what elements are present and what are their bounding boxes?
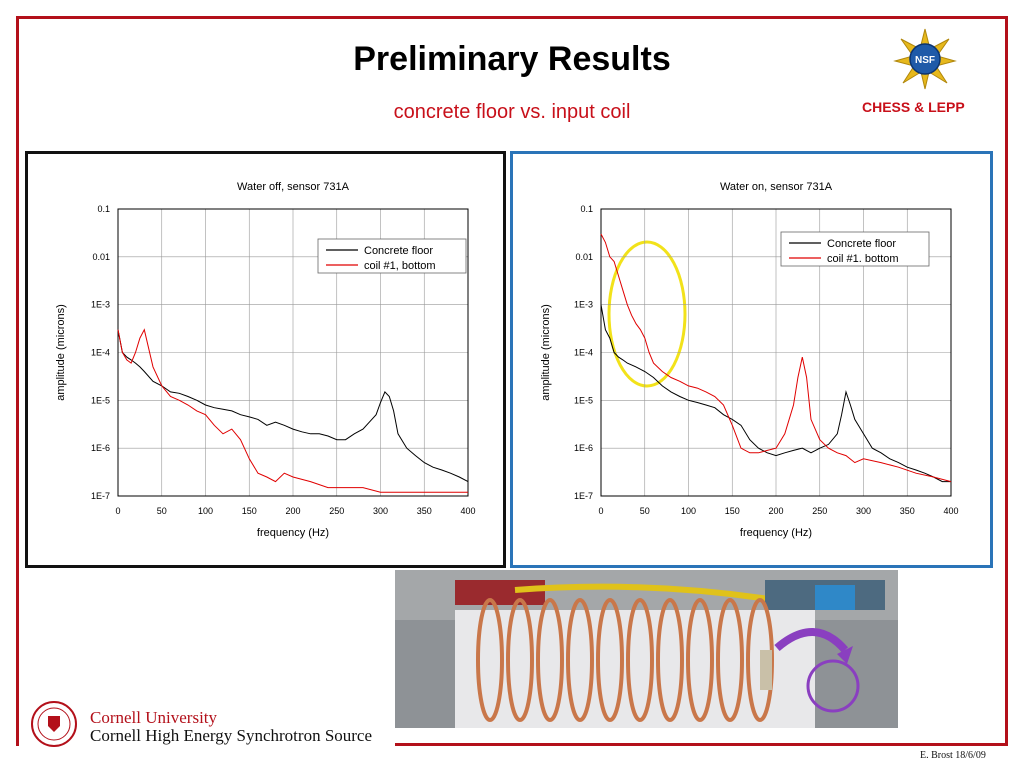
x-tick-label: 0 (598, 506, 603, 516)
slide-frame-bottom (395, 743, 1008, 746)
series-line-concrete-floor (600, 304, 951, 483)
series-line-concrete-floor (117, 329, 469, 483)
y-tick-label: 1E-5 (574, 395, 593, 405)
x-axis-label: frequency (Hz) (740, 527, 812, 539)
arrow-icon (774, 628, 849, 653)
y-tick-label: 1E-6 (574, 443, 593, 453)
nsf-logo: NSF (893, 27, 957, 91)
cornell-seal-icon (24, 700, 84, 748)
x-tick-label: 150 (725, 506, 740, 516)
slide-frame-left (16, 16, 19, 746)
highlight-ring-icon (806, 659, 860, 713)
y-tick-label: 1E-6 (91, 443, 110, 453)
slide-frame-right (1005, 16, 1008, 746)
plot-frame (600, 208, 952, 497)
x-tick-label: 350 (417, 506, 432, 516)
legend-label: coil #1, bottom (364, 260, 436, 272)
source-name: Cornell High Energy Synchrotron Source (90, 726, 373, 745)
y-tick-label: 1E-7 (91, 491, 110, 501)
x-tick-label: 50 (157, 506, 167, 516)
series-line-coil (117, 328, 468, 493)
x-tick-label: 50 (640, 506, 650, 516)
legend-box (317, 238, 467, 274)
chart-title: Water on, sensor 731A (720, 181, 833, 193)
x-tick-label: 250 (329, 506, 344, 516)
chart-panel-water-off: Water off, sensor 731A 0 50 100 150 200 250 300… (25, 151, 506, 568)
plot-frame (117, 208, 469, 497)
x-tick-label: 400 (943, 506, 958, 516)
legend-label: coil #1. bottom (827, 253, 899, 265)
org-label: CHESS & LEPP (862, 99, 965, 115)
slide-frame-top (16, 16, 1008, 19)
y-tick-label: 1E-4 (91, 348, 110, 358)
x-tick-label: 300 (373, 506, 388, 516)
credit-text: E. Brost 18/6/09 (920, 750, 986, 761)
chart-water-off: Water off, sensor 731A 0 50 100 150 200 250 300… (55, 181, 476, 539)
legend-label: Concrete floor (364, 245, 433, 257)
y-tick-label: 0.01 (575, 252, 593, 262)
y-tick-label: 0.01 (92, 252, 110, 262)
x-tick-label: 100 (681, 506, 696, 516)
y-tick-label: 1E-7 (574, 491, 593, 501)
chart-title: Water off, sensor 731A (237, 181, 350, 193)
y-tick-label: 1E-5 (91, 395, 110, 405)
chart-panel-water-on: Water on, sensor 731A 0 50 100 150 200 250 300 3… (510, 151, 993, 568)
x-axis-label: frequency (Hz) (257, 527, 329, 539)
x-tick-label: 350 (900, 506, 915, 516)
y-tick-label: 1E-4 (574, 348, 593, 358)
x-tick-label: 100 (198, 506, 213, 516)
university-name: Cornell University (90, 708, 218, 727)
slide-subtitle: concrete floor vs. input coil (393, 101, 631, 123)
y-axis-label: amplitude (microns) (55, 304, 67, 401)
nsf-logo-text: NSF (915, 55, 935, 66)
legend-box (780, 231, 930, 267)
legend-label: Concrete floor (827, 238, 896, 250)
x-tick-label: 250 (812, 506, 827, 516)
x-tick-label: 0 (115, 506, 120, 516)
highlight-circle (607, 240, 687, 388)
series-line-coil (600, 233, 952, 483)
x-tick-label: 400 (460, 506, 475, 516)
x-tick-label: 300 (856, 506, 871, 516)
chart-water-on: Water on, sensor 731A 0 50 100 150 200 250 300 3… (540, 181, 959, 539)
x-tick-label: 150 (242, 506, 257, 516)
y-tick-label: 0.1 (97, 204, 110, 214)
y-tick-label: 1E-3 (91, 300, 110, 310)
x-tick-label: 200 (768, 506, 783, 516)
coil-setup-photo (395, 570, 898, 728)
y-axis-label: amplitude (microns) (540, 304, 552, 401)
nsf-star-icon: NSF (893, 28, 957, 90)
y-tick-label: 0.1 (580, 204, 593, 214)
slide-title: Preliminary Results (353, 40, 671, 78)
x-tick-label: 200 (285, 506, 300, 516)
y-tick-label: 1E-3 (574, 300, 593, 310)
